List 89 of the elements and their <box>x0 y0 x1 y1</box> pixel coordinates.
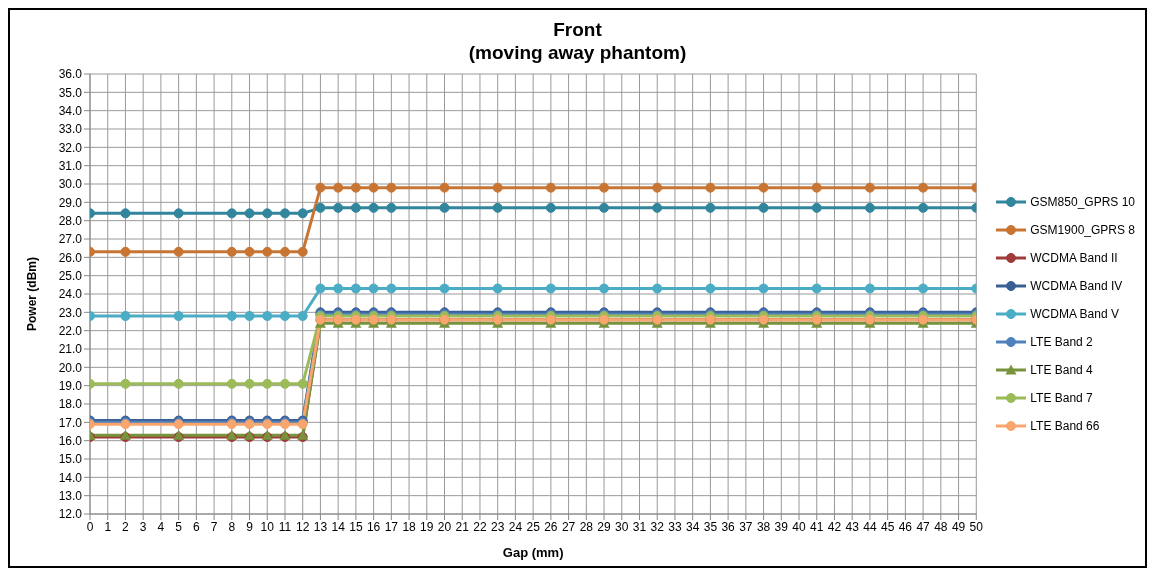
x-tick-label: 23 <box>491 519 505 534</box>
legend-label: WCDMA Band II <box>1030 251 1118 265</box>
x-tick-label: 42 <box>827 519 842 534</box>
y-tick-label: 15.0 <box>58 452 83 467</box>
x-tick-label: 27 <box>561 519 576 534</box>
y-axis-title: Power (dBm) <box>25 256 40 332</box>
y-tick-label: 13.0 <box>58 488 83 503</box>
x-tick-label: 43 <box>845 519 860 534</box>
y-tick-label: 25.0 <box>58 268 83 283</box>
x-tick-label: 4 <box>157 519 165 534</box>
x-tick-label: 17 <box>384 519 399 534</box>
x-tick-label: 15 <box>349 519 363 534</box>
x-tick-label: 0 <box>86 519 94 534</box>
x-tick-label: 47 <box>916 519 931 534</box>
y-tick-label: 30.0 <box>58 177 83 192</box>
chart-subtitle: (moving away phantom) <box>467 41 688 64</box>
y-tick-label: 32.0 <box>58 140 83 155</box>
x-tick-label: 39 <box>774 519 789 534</box>
x-tick-label: 49 <box>951 519 966 534</box>
x-tick-label: 1 <box>104 519 112 534</box>
x-tick-label: 34 <box>685 519 700 534</box>
x-tick-label: 3 <box>139 519 147 534</box>
x-tick-label: 25 <box>526 519 541 534</box>
x-tick-label: 11 <box>278 519 292 534</box>
x-tick-label: 6 <box>193 519 201 534</box>
x-tick-label: 9 <box>246 519 254 534</box>
x-tick-label: 29 <box>597 519 612 534</box>
y-tick-label: 35.0 <box>58 85 83 100</box>
legend-label: WCDMA Band V <box>1030 307 1119 321</box>
x-tick-label: 8 <box>228 519 236 534</box>
y-tick-label: 20.0 <box>58 360 83 375</box>
legend-label: LTE Band 2 <box>1030 335 1093 349</box>
x-tick-label: 36 <box>721 519 736 534</box>
y-tick-label: 19.0 <box>58 378 83 393</box>
x-tick-label: 31 <box>632 519 647 534</box>
y-tick-label: 14.0 <box>58 470 83 485</box>
x-tick-label: 22 <box>473 519 487 534</box>
y-tick-label: 28.0 <box>58 213 83 228</box>
x-tick-label: 28 <box>579 519 594 534</box>
y-tick-label: 12.0 <box>58 507 83 522</box>
x-tick-label: 5 <box>175 519 183 534</box>
y-tick-label: 34.0 <box>58 103 83 118</box>
x-tick-label: 35 <box>703 519 718 534</box>
y-tick-label: 16.0 <box>58 433 83 448</box>
x-tick-label: 37 <box>739 519 753 534</box>
chart-title: Front <box>552 18 603 41</box>
legend-label: GSM1900_GPRS 8 <box>1030 223 1135 237</box>
y-tick-label: 31.0 <box>58 158 83 173</box>
y-tick-label: 21.0 <box>58 342 83 357</box>
x-tick-label: 20 <box>437 519 452 534</box>
x-tick-label: 19 <box>420 519 434 534</box>
y-tick-label: 26.0 <box>58 250 83 265</box>
y-tick-label: 33.0 <box>58 122 83 137</box>
y-tick-label: 22.0 <box>58 323 83 338</box>
x-tick-label: 38 <box>756 519 771 534</box>
x-tick-label: 16 <box>366 519 381 534</box>
x-tick-label: 33 <box>668 519 682 534</box>
y-tick-label: 36.0 <box>58 67 83 82</box>
x-tick-label: 50 <box>969 519 984 534</box>
y-tick-label: 27.0 <box>58 232 83 247</box>
y-tick-label: 29.0 <box>58 195 83 210</box>
legend-label: LTE Band 7 <box>1030 391 1093 405</box>
x-tick-label: 24 <box>508 519 523 534</box>
x-tick-label: 48 <box>934 519 948 534</box>
x-tick-label: 45 <box>880 519 895 534</box>
legend-label: LTE Band 4 <box>1030 363 1093 377</box>
y-tick-label: 18.0 <box>58 397 83 412</box>
x-tick-label: 32 <box>650 519 665 534</box>
x-tick-label: 14 <box>331 519 346 534</box>
x-tick-label: 12 <box>296 519 310 534</box>
y-tick-label: 24.0 <box>58 287 83 302</box>
y-tick-label: 17.0 <box>58 415 83 430</box>
legend-label: GSM850_GPRS 10 <box>1030 195 1135 209</box>
y-tick-label: 23.0 <box>58 305 83 320</box>
x-tick-label: 2 <box>122 519 130 534</box>
x-tick-label: 30 <box>615 519 629 534</box>
x-tick-label: 18 <box>402 519 417 534</box>
x-tick-label: 21 <box>455 519 470 534</box>
x-tick-label: 7 <box>210 519 218 534</box>
x-tick-label: 26 <box>544 519 558 534</box>
x-tick-label: 10 <box>260 519 275 534</box>
x-tick-label: 40 <box>792 519 807 534</box>
x-axis-title: Gap (mm) <box>502 545 564 560</box>
x-tick-label: 13 <box>313 519 328 534</box>
legend-label: LTE Band 66 <box>1030 419 1100 433</box>
x-tick-label: 41 <box>810 519 824 534</box>
x-tick-label: 44 <box>863 519 877 534</box>
x-tick-label: 46 <box>898 519 913 534</box>
legend-label: WCDMA Band IV <box>1030 279 1123 293</box>
